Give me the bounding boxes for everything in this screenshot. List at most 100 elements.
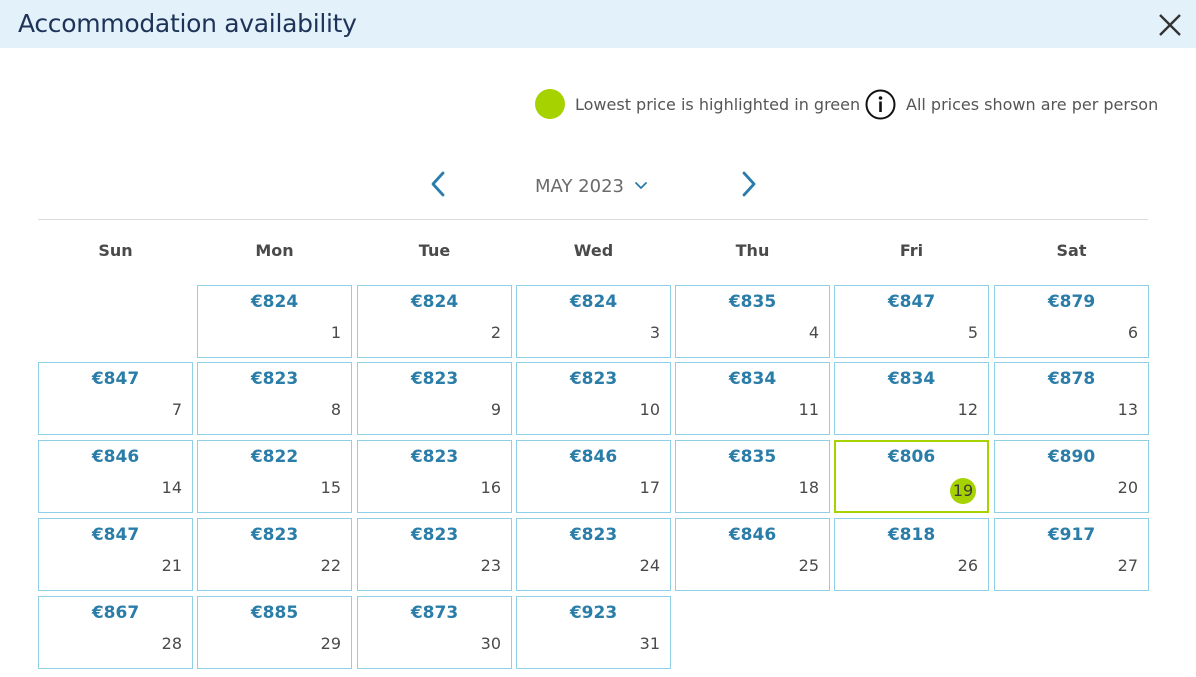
day-number: 24 bbox=[639, 556, 660, 575]
day-cell-9[interactable]: €823 9 bbox=[357, 362, 512, 435]
day-number: 29 bbox=[320, 634, 341, 653]
day-price: €823 bbox=[410, 447, 459, 467]
day-cell-3[interactable]: €824 3 bbox=[516, 285, 671, 358]
modal-header: Accommodation availability bbox=[0, 0, 1196, 48]
day-price: €835 bbox=[728, 292, 777, 312]
day-price: €823 bbox=[569, 369, 618, 389]
day-cell-20[interactable]: €890 20 bbox=[994, 440, 1149, 513]
month-select[interactable]: MAY 2023 bbox=[535, 174, 648, 198]
day-cell-2[interactable]: €824 2 bbox=[357, 285, 512, 358]
divider bbox=[38, 219, 1148, 220]
chevron-right-icon bbox=[742, 171, 756, 197]
day-number: 14 bbox=[161, 478, 182, 497]
day-price: €917 bbox=[1047, 525, 1096, 545]
day-price: €818 bbox=[887, 525, 936, 545]
day-number: 21 bbox=[161, 556, 182, 575]
day-number: 31 bbox=[639, 634, 660, 653]
day-number: 2 bbox=[490, 323, 501, 342]
weekday-label-mon: Mon bbox=[255, 241, 294, 260]
weekday-label-fri: Fri bbox=[899, 241, 924, 260]
day-price: €824 bbox=[250, 292, 299, 312]
day-cell-31[interactable]: €923 31 bbox=[516, 596, 671, 669]
day-cell-15[interactable]: €822 15 bbox=[197, 440, 352, 513]
day-cell-5[interactable]: €847 5 bbox=[834, 285, 989, 358]
day-number: 9 bbox=[490, 400, 501, 419]
weekday-label-tue: Tue bbox=[418, 241, 451, 260]
modal-title: Accommodation availability bbox=[18, 9, 357, 38]
day-price: €824 bbox=[410, 292, 459, 312]
day-price: €879 bbox=[1047, 292, 1096, 312]
day-cell-16[interactable]: €823 16 bbox=[357, 440, 512, 513]
month-label: MAY 2023 bbox=[535, 175, 624, 197]
day-cell-27[interactable]: €917 27 bbox=[994, 518, 1149, 591]
day-number: 28 bbox=[161, 634, 182, 653]
weekday-label-sun: Sun bbox=[98, 241, 133, 260]
day-number: 15 bbox=[320, 478, 341, 497]
day-cell-1[interactable]: €824 1 bbox=[197, 285, 352, 358]
day-price: €923 bbox=[569, 603, 618, 623]
day-number: 20 bbox=[1117, 478, 1138, 497]
day-number: 27 bbox=[1117, 556, 1138, 575]
day-number: 19 bbox=[950, 478, 976, 504]
day-price: €847 bbox=[887, 292, 936, 312]
chevron-down-icon bbox=[635, 182, 647, 189]
day-number: 3 bbox=[649, 323, 660, 342]
day-cell-21[interactable]: €847 21 bbox=[38, 518, 193, 591]
day-price: €846 bbox=[91, 447, 140, 467]
lowest-price-dot-icon bbox=[535, 89, 565, 119]
day-number: 16 bbox=[480, 478, 501, 497]
legend-lowest-text: Lowest price is highlighted in green bbox=[575, 95, 861, 114]
weekday-label-thu: Thu bbox=[735, 241, 770, 260]
day-cell-24[interactable]: €823 24 bbox=[516, 518, 671, 591]
day-cell-19[interactable]: €806 19 bbox=[834, 440, 989, 513]
day-price: €806 bbox=[887, 447, 936, 467]
weekday-label-wed: Wed bbox=[573, 241, 614, 260]
day-cell-8[interactable]: €823 8 bbox=[197, 362, 352, 435]
day-cell-18[interactable]: €835 18 bbox=[675, 440, 830, 513]
day-price: €867 bbox=[91, 603, 140, 623]
close-icon bbox=[1159, 14, 1181, 36]
day-price: €847 bbox=[91, 369, 140, 389]
day-price: €835 bbox=[728, 447, 777, 467]
day-price: €834 bbox=[887, 369, 936, 389]
day-price: €824 bbox=[569, 292, 618, 312]
day-price: €834 bbox=[728, 369, 777, 389]
day-number: 30 bbox=[480, 634, 501, 653]
day-cell-26[interactable]: €818 26 bbox=[834, 518, 989, 591]
day-cell-17[interactable]: €846 17 bbox=[516, 440, 671, 513]
day-price: €823 bbox=[569, 525, 618, 545]
close-button[interactable] bbox=[1156, 11, 1184, 39]
day-cell-7[interactable]: €847 7 bbox=[38, 362, 193, 435]
day-cell-23[interactable]: €823 23 bbox=[357, 518, 512, 591]
day-number: 4 bbox=[808, 323, 819, 342]
chevron-left-icon bbox=[431, 171, 445, 197]
day-cell-13[interactable]: €878 13 bbox=[994, 362, 1149, 435]
day-number: 10 bbox=[639, 400, 660, 419]
day-cell-14[interactable]: €846 14 bbox=[38, 440, 193, 513]
day-cell-12[interactable]: €834 12 bbox=[834, 362, 989, 435]
day-cell-6[interactable]: €879 6 bbox=[994, 285, 1149, 358]
previous-month-button[interactable] bbox=[428, 170, 450, 198]
day-cell-30[interactable]: €873 30 bbox=[357, 596, 512, 669]
day-number: 12 bbox=[957, 400, 978, 419]
day-number: 8 bbox=[330, 400, 341, 419]
day-number: 1 bbox=[330, 323, 341, 342]
day-cell-22[interactable]: €823 22 bbox=[197, 518, 352, 591]
day-cell-4[interactable]: €835 4 bbox=[675, 285, 830, 358]
day-cell-28[interactable]: €867 28 bbox=[38, 596, 193, 669]
day-price: €823 bbox=[410, 369, 459, 389]
day-cell-11[interactable]: €834 11 bbox=[675, 362, 830, 435]
day-price: €846 bbox=[569, 447, 618, 467]
day-cell-29[interactable]: €885 29 bbox=[197, 596, 352, 669]
day-number: 26 bbox=[957, 556, 978, 575]
day-price: €878 bbox=[1047, 369, 1096, 389]
next-month-button[interactable] bbox=[737, 170, 759, 198]
day-price: €847 bbox=[91, 525, 140, 545]
day-number: 5 bbox=[967, 323, 978, 342]
day-number: 23 bbox=[480, 556, 501, 575]
day-price: €885 bbox=[250, 603, 299, 623]
day-cell-10[interactable]: €823 10 bbox=[516, 362, 671, 435]
day-number: 6 bbox=[1127, 323, 1138, 342]
info-icon bbox=[865, 89, 896, 120]
day-cell-25[interactable]: €846 25 bbox=[675, 518, 830, 591]
